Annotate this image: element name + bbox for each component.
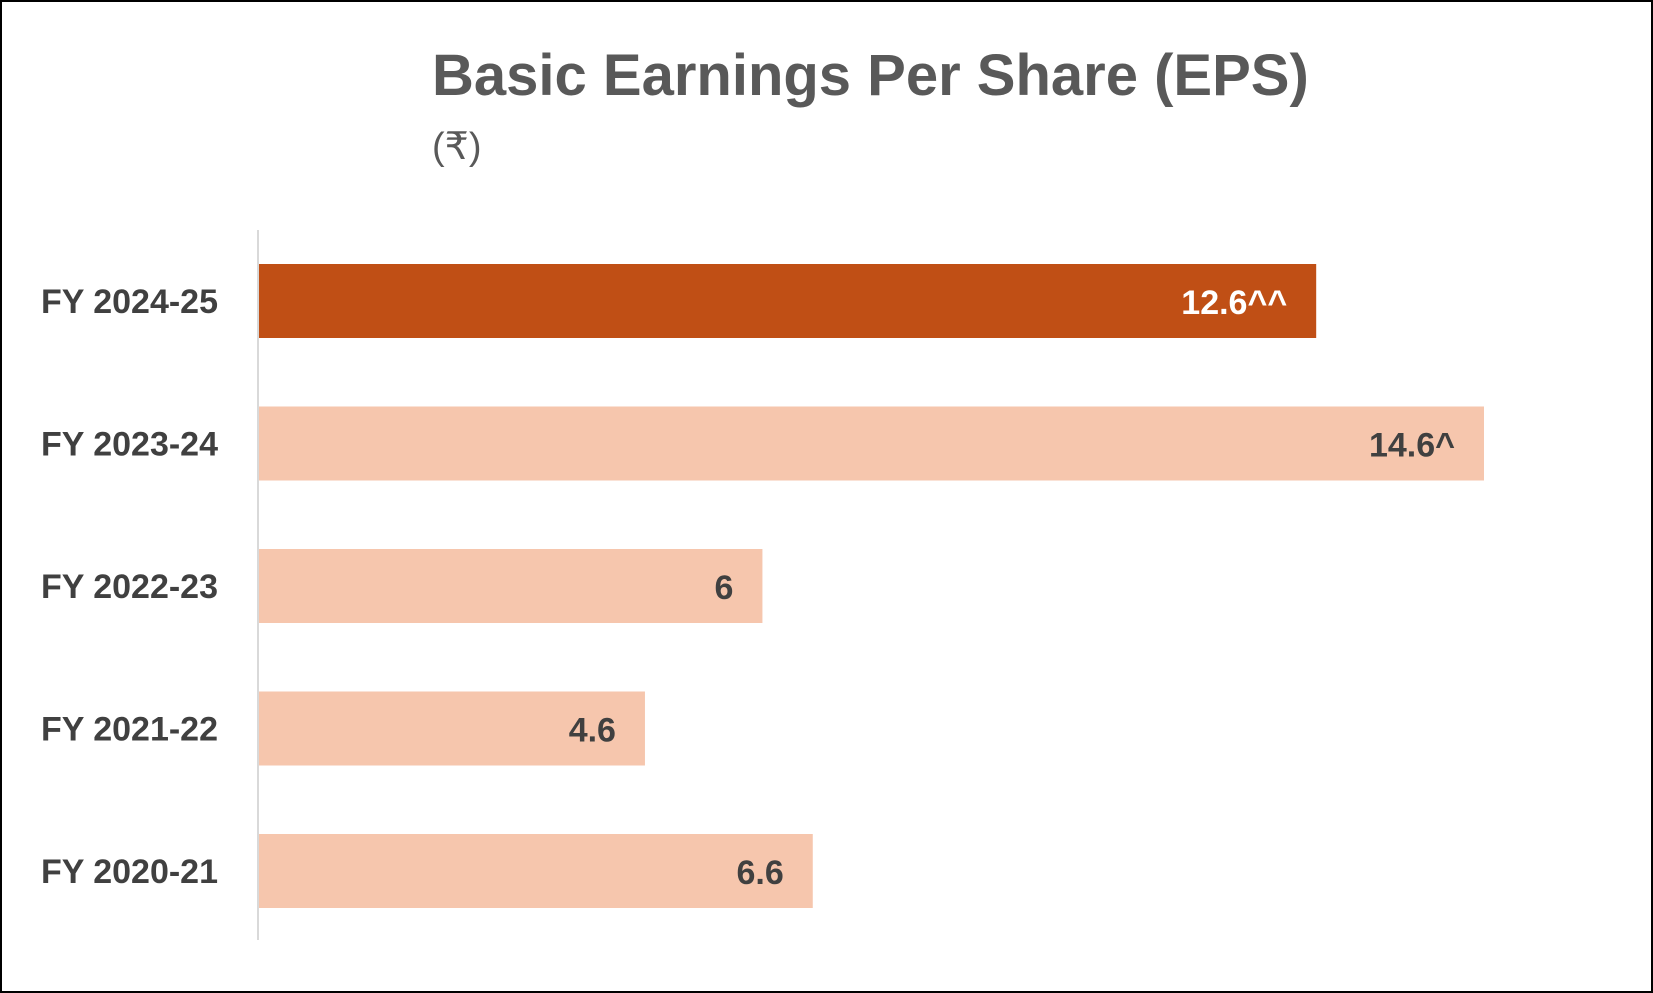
bar-fy-2024-25 xyxy=(259,264,1317,338)
category-label: FY 2023-24 xyxy=(41,426,218,464)
data-label: 6.6 xyxy=(737,854,784,892)
category-label: FY 2024-25 xyxy=(41,283,218,321)
data-label: 4.6 xyxy=(569,712,616,750)
bar-fy-2023-24 xyxy=(259,406,1484,481)
category-label: FY 2020-21 xyxy=(41,853,218,891)
data-label: 14.6^ xyxy=(1369,427,1455,465)
category-label: FY 2021-22 xyxy=(41,711,218,749)
category-label: FY 2022-23 xyxy=(41,568,218,606)
chart-title: Basic Earnings Per Share (EPS) xyxy=(432,43,1309,108)
data-label: 12.6^^ xyxy=(1181,284,1287,322)
bar-fy-2020-21 xyxy=(259,834,813,908)
bar-fy-2022-23 xyxy=(259,549,763,623)
chart-subtitle: (₹) xyxy=(432,126,482,168)
bar-fy-2021-22 xyxy=(259,691,645,766)
data-label: 6 xyxy=(715,569,734,607)
